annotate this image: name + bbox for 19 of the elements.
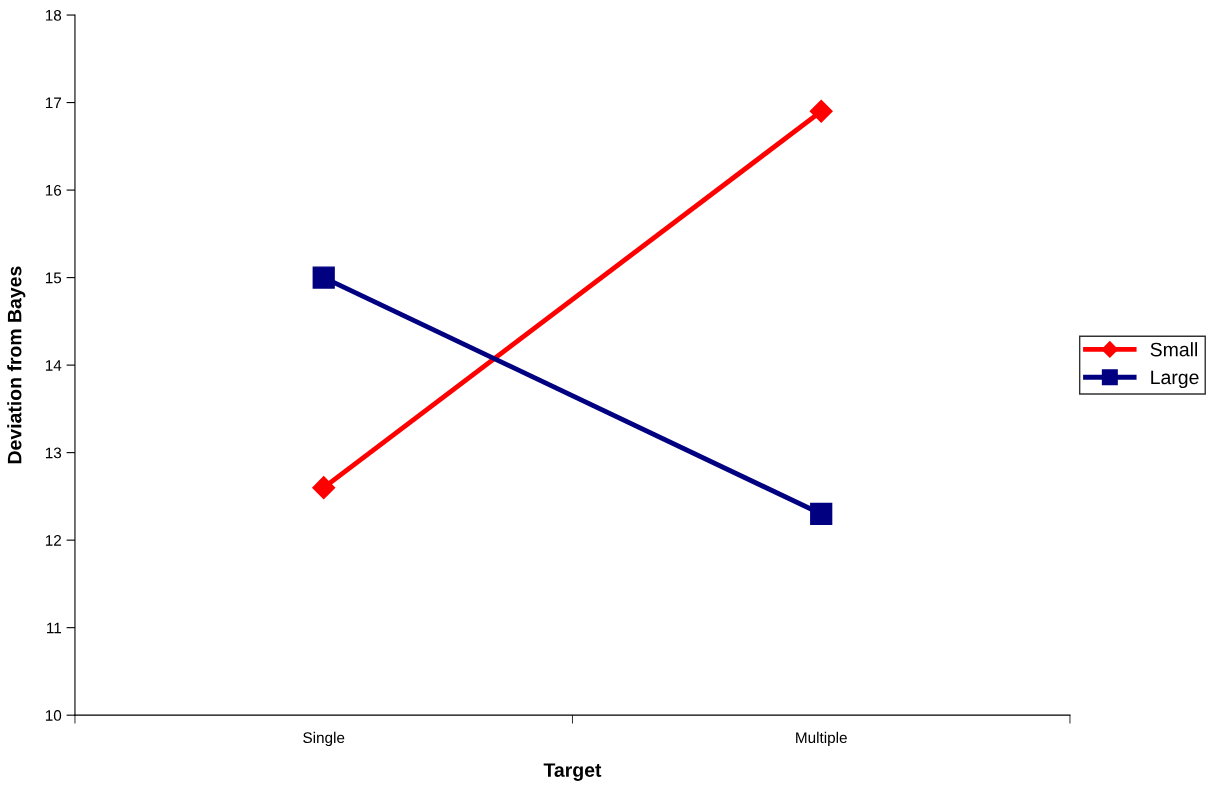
y-tick-label: 17	[45, 97, 61, 109]
x-axis-title: Target	[543, 763, 602, 781]
x-tick-label: Multiple	[796, 731, 847, 747]
legend-label: Small	[1150, 342, 1198, 357]
y-tick-label: 11	[47, 622, 62, 634]
point	[810, 502, 833, 526]
point	[312, 476, 336, 500]
point	[312, 266, 335, 289]
x-tick-label: Single	[303, 731, 345, 747]
y-tick-label: 16	[45, 184, 62, 196]
y-tick-label: 14	[45, 360, 62, 371]
y-axis-title: Deviation from Bayes	[7, 266, 26, 464]
point	[809, 99, 833, 123]
y-tick-label: 15	[45, 272, 62, 284]
y-tick-label: 12	[45, 535, 61, 546]
y-tick-label: 10	[45, 710, 62, 721]
legend-label: Large	[1151, 370, 1199, 389]
y-tick-label: 18	[45, 9, 62, 21]
y-tick-label: 13	[45, 447, 62, 459]
